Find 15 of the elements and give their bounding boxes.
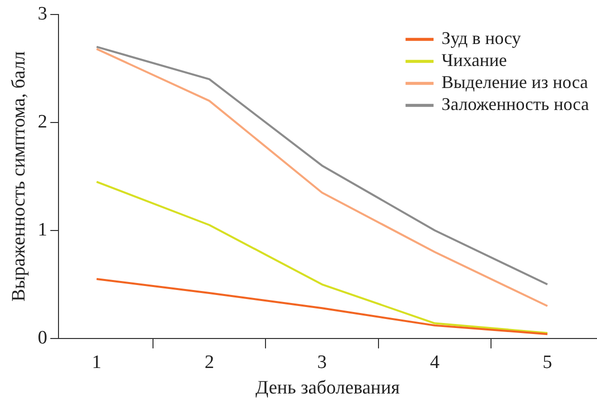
legend-label: Зуд в носу — [442, 28, 521, 48]
x-tick-label: 3 — [317, 352, 327, 373]
y-tick-label: 1 — [38, 219, 48, 240]
legend-label: Чихание — [442, 50, 507, 70]
y-tick-label: 0 — [38, 327, 48, 348]
x-tick-label: 5 — [542, 352, 552, 373]
y-axis-title: Выраженность симптома, балл — [8, 50, 30, 302]
legend-label: Заложенность носа — [442, 94, 590, 114]
x-tick-label: 2 — [204, 352, 214, 373]
x-tick-label: 4 — [430, 352, 440, 373]
y-tick-label: 2 — [38, 111, 48, 132]
x-tick-label: 1 — [92, 352, 102, 373]
legend-label: Выделение из носа — [442, 72, 588, 92]
x-axis-title: День заболевания — [256, 378, 400, 399]
y-tick-label: 3 — [38, 3, 48, 24]
